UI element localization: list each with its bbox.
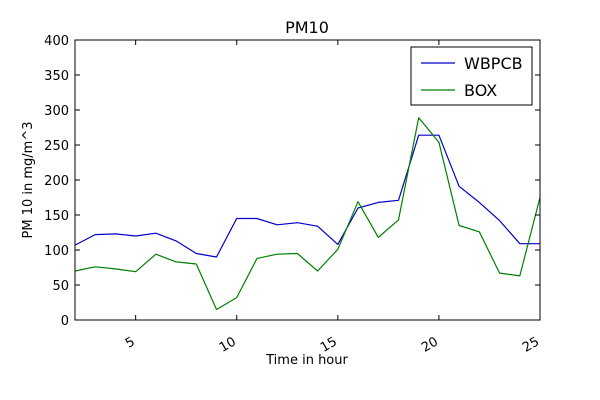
series-line-wbpcb xyxy=(74,134,540,258)
y-tick-label: 50 xyxy=(52,279,69,294)
legend-label-box: BOX xyxy=(464,81,497,100)
y-tick-label: 350 xyxy=(44,69,69,84)
y-tick-label: 250 xyxy=(44,139,69,154)
legend-box xyxy=(410,46,533,106)
series-line-box xyxy=(74,117,541,311)
y-tick-label: 150 xyxy=(44,209,69,224)
x-tick-label: 15 xyxy=(318,334,340,355)
chart-title: PM10 xyxy=(285,18,329,37)
y-tick-label: 300 xyxy=(44,104,69,119)
y-tick-label: 0 xyxy=(61,314,69,329)
x-tick-label: 25 xyxy=(520,334,542,355)
y-tick-label: 200 xyxy=(44,174,69,189)
y-axis-label: PM 10 in mg/m^3 xyxy=(21,122,36,239)
x-tick-label: 10 xyxy=(217,334,239,355)
x-tick-label: 20 xyxy=(419,334,441,355)
legend: WBPCB BOX xyxy=(410,46,533,106)
x-axis-label: Time in hour xyxy=(265,353,348,368)
legend-label-wbpcb: WBPCB xyxy=(464,54,523,73)
y-tick-label: 100 xyxy=(44,244,69,259)
y-tick-label: 400 xyxy=(44,34,69,49)
x-tick-label: 5 xyxy=(123,334,138,351)
